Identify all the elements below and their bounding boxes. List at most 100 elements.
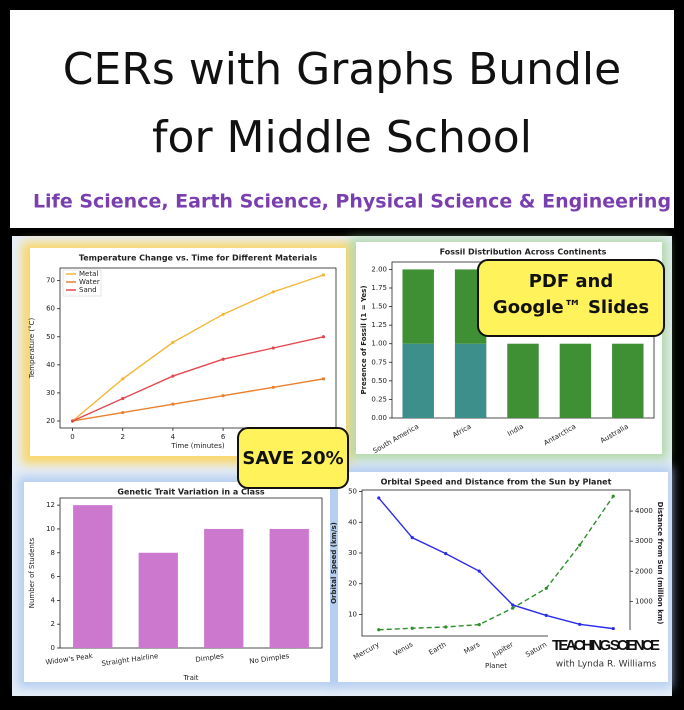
badge [237,427,349,489]
chart: Genetic Trait Variation in a Class 0 2 4 6 8 1… [24,482,330,682]
line [72,378,324,422]
bar [402,269,434,344]
point [321,335,326,339]
point [121,410,125,415]
y2-tick-label: 4000 [635,507,653,515]
chart-title: Genetic Trait Variation in a Class [117,488,264,497]
y-axis-label: Temperature (°C) [28,318,36,380]
point [544,586,548,590]
point [511,603,515,607]
chart-title: Fossil Distribution Across Continents [440,248,607,257]
y2-tick-label: 2000 [635,567,653,575]
chart-title: Temperature Change vs. Time for Differen… [79,254,318,263]
title-line: for Middle School [152,112,532,163]
plot-frame [59,497,323,649]
point [221,394,225,398]
logo-name: TEACHING SCIENCE [552,637,660,654]
y2-axis-label: Distance from Sun (million km) [656,502,664,625]
point [377,496,381,500]
y-tick-label: 10 [348,610,357,618]
y-tick-label: 70 [46,277,55,285]
y-tick-label: 0 [51,644,55,652]
point [377,628,381,632]
y2-tick-label: 1000 [635,597,653,605]
plot-frame [361,489,631,637]
bar [559,343,592,418]
overlay: PDF and Google™ Slides SAVE 20% TEACHING… [237,259,665,674]
y-tick-label: 50 [348,488,357,496]
y-tick-label: 8 [51,549,55,557]
line [72,274,324,422]
y-tick-label: 50 [46,333,55,341]
point [578,543,582,547]
bar [204,528,244,648]
line [72,336,324,422]
y-tick-label: 0.25 [371,395,387,403]
point [271,385,275,389]
badge-text: PDF and [529,271,614,292]
y-tick-label: 20 [348,580,357,588]
y-tick-label: 2 [51,620,55,628]
legend-label: Sand [79,286,97,294]
chart: Temperature Change vs. Time for Differen… [28,248,346,456]
y-tick-label: 10 [46,525,55,533]
x-axis-label: Trait [182,674,198,682]
y-tick-label: 0.00 [371,414,387,422]
x-axis-label: Planet [485,662,507,670]
y-tick-label: 40 [46,361,55,369]
point [477,569,481,573]
x-tick-label: 4 [171,433,176,441]
y-axis-label: Presence of Fossil (1 = Yes) [360,285,368,394]
x-tick-label: 0 [70,433,74,441]
point [544,613,548,618]
point [444,552,448,556]
point [171,340,175,344]
line [378,497,614,630]
y-tick-label: 1.00 [371,340,387,348]
bar [73,505,113,648]
point [611,494,615,498]
point [121,377,125,381]
point [578,622,582,626]
bar [138,552,178,648]
y-axis-label: Number of Students [28,537,36,608]
x-axis-label: Time (minutes) [170,442,224,450]
point [271,290,275,294]
badge [477,259,665,337]
y-tick-label: 0.50 [371,377,387,385]
point [221,312,225,316]
point [121,396,125,401]
title-line: CERs with Graphs Bundle [63,44,621,95]
point [271,346,275,350]
y-tick-label: 30 [46,389,55,397]
point [511,606,515,610]
point [611,627,615,631]
y-axis-label: Orbital Speed (km/s) [330,522,338,604]
badge-text: SAVE 20% [242,448,343,469]
y-tick-label: 1.75 [371,284,387,292]
point [70,419,75,423]
y-tick-label: 6 [51,573,56,581]
badge-text: Google™ Slides [493,297,649,318]
subtitle: Life Science, Earth Science, Physical Sc… [33,191,671,213]
logo-bg [548,630,664,674]
y-tick-label: 1.50 [371,303,387,311]
bar [454,343,487,418]
y-tick-label: 20 [46,417,55,425]
chart-title: Orbital Speed and Distance from the Sun … [381,478,612,487]
point [171,374,175,378]
x-tick-label: Dimples [195,652,225,664]
y-tick-label: 12 [46,501,55,509]
x-tick-label: 6 [221,433,226,441]
y-tick-label: 1.25 [371,321,387,329]
x-tick-label: 2 [120,433,124,441]
y-tick-label: 0.75 [371,358,387,366]
bar [507,343,539,418]
legend-label: Metal [79,270,98,278]
bar [269,528,309,648]
y2-tick-label: 3000 [635,537,653,545]
legend-label: Water [79,278,100,286]
point [321,273,326,277]
logo-byline: with Lynda R. Williams [556,660,657,670]
point [410,626,414,630]
